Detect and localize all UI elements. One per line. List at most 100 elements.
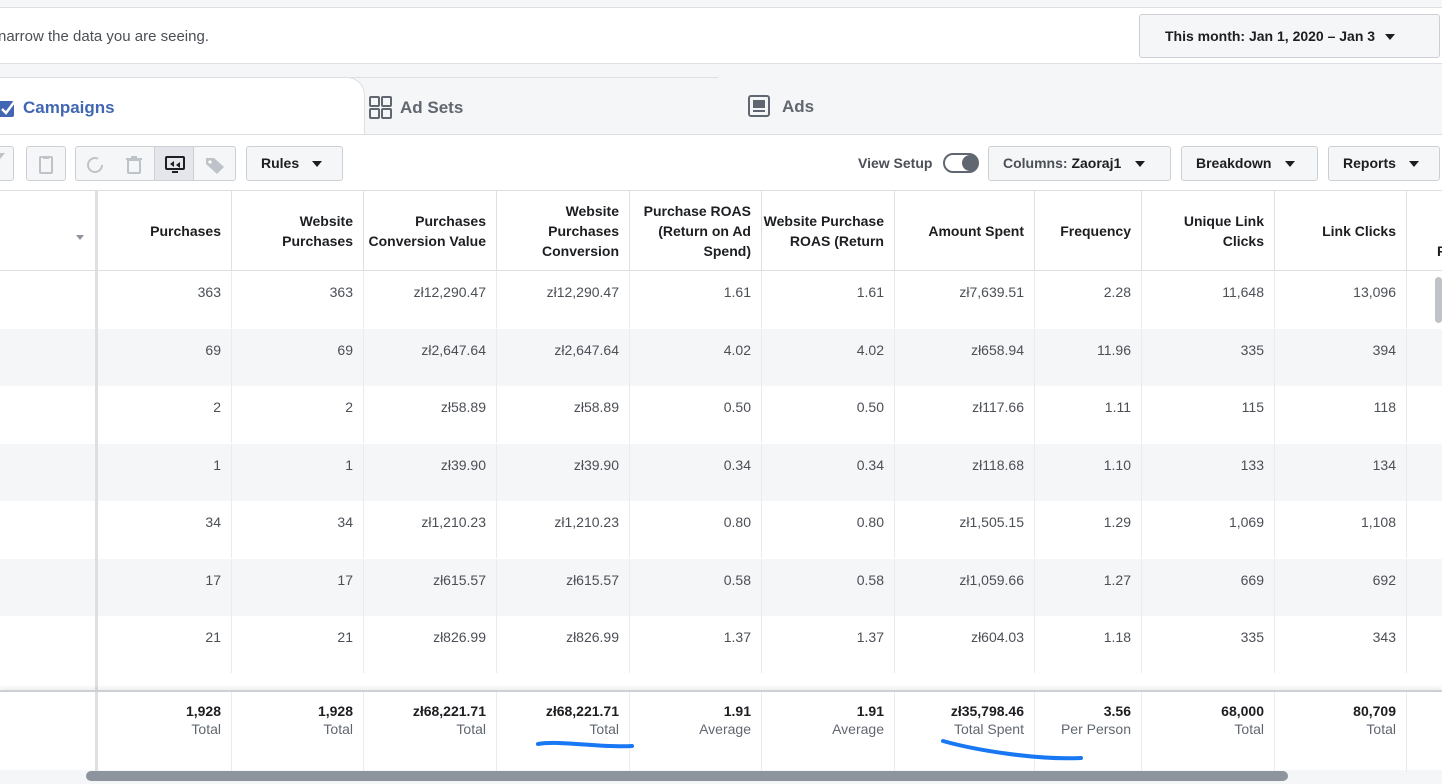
chevron-down-icon [1385,34,1396,41]
table-cell: zł12,290.47 [497,271,630,328]
total-label: Total [1366,721,1396,737]
table-cell: 1,108 [1275,501,1407,558]
table-cell: zł58.89 [364,386,497,443]
table-cell: 0.58 [630,558,762,616]
column-header[interactable]: Unique Link Clicks [1142,191,1275,271]
tab-campaigns[interactable]: Campaigns [0,77,365,135]
table-cell: zł1,210.23 [497,501,630,558]
dropdown-button[interactable] [0,146,14,181]
frozen-name-column [0,191,98,770]
total-value: zł68,221.71 [412,703,486,719]
column-header[interactable]: Amount Spent [895,191,1035,271]
table-row[interactable]: 17 17 zł615.57 zł615.57 0.58 0.58 zł1,059.66 1.… [0,558,1442,616]
chevron-down-icon [1408,161,1419,168]
breakdown-button[interactable]: Breakdown [1181,146,1318,181]
column-header[interactable]: Website Purchase ROAS (Return [762,191,895,271]
column-header[interactable]: Frequency [1035,191,1142,271]
table-row[interactable]: 2 2 zł58.89 zł58.89 0.50 0.50 zł117.66 1.11 115 1… [0,386,1442,443]
view-setup-toggle[interactable] [943,153,979,173]
table-row[interactable]: 34 34 zł1,210.23 zł1,210.23 0.80 0.80 zł1,505.… [0,501,1442,558]
trash-icon[interactable] [123,155,145,175]
table-cell: 1.10 [1035,443,1142,501]
total-value: 1.91 [856,703,884,719]
tab-adsets[interactable]: Ad Sets [350,77,742,135]
date-range-label: This month: Jan 1, 2020 – Jan 3 [1165,28,1376,44]
rules-label: Rules [261,155,300,171]
refresh-icon[interactable] [84,155,106,175]
total-label: Total [191,721,221,737]
table-cell: 69 [231,328,364,386]
table-cell: 0.34 [630,443,762,501]
table-cell: 343 [1275,616,1407,673]
table-cell: 1.18 [1035,616,1142,673]
total-label: Average [832,721,884,737]
total-value: 3.56 [1103,703,1131,719]
date-range-button[interactable]: This month: Jan 1, 2020 – Jan 3 [1139,14,1440,58]
toolbar: Rules View Setup Columns: Zaoraj1 Breakd… [0,134,1442,191]
table-cell: 118 [1275,386,1407,443]
total-label: Total [589,721,619,737]
table-row[interactable]: 69 69 zł2,647.64 zł2,647.64 4.02 4.02 zł658.94… [0,328,1442,386]
tag-icon[interactable] [204,155,226,175]
table-cell: 21 [231,616,364,673]
table-cell: 0.34 [762,443,895,501]
table-cell: 2.28 [1035,271,1142,328]
column-header[interactable]: Website Purchases Conversion [497,191,630,271]
sort-caret-icon[interactable] [76,229,84,247]
table-cell: zł58.89 [497,386,630,443]
table-cell: 1.61 [630,271,762,328]
action-button-group [75,146,236,181]
table-cell: 34 [231,501,364,558]
table-cell: 0.80 [762,501,895,558]
duplicate-button[interactable] [26,146,66,181]
total-cell: 1,928 Total [231,692,364,772]
rules-button[interactable]: Rules [246,146,343,181]
column-header[interactable]: Website Purchases [231,191,364,271]
table-cell: 0.80 [630,501,762,558]
columns-button[interactable]: Columns: Zaoraj1 [988,146,1171,181]
column-header[interactable]: Purchases [99,191,232,271]
table-cell: 0.58 [762,558,895,616]
table-row[interactable]: 363 363 zł12,290.47 zł12,290.47 1.61 1.61 zł7,… [0,271,1442,328]
table-row[interactable]: 21 21 zł826.99 zł826.99 1.37 1.37 zł604.03 1.18… [0,616,1442,673]
table-totals-row: 1,928 Total 1,928 Total zł68,221.71 Total zł68… [0,690,1442,772]
table-cell: 1.29 [1035,501,1142,558]
horizontal-scrollbar[interactable] [86,771,1288,781]
campaign-icon [0,100,16,117]
clipboard-icon [39,156,53,174]
total-label: Total [456,721,486,737]
table-cell: 1.37 [762,616,895,673]
table-cell: zł39.90 [497,443,630,501]
table-cell: 1.61 [762,271,895,328]
reports-button[interactable]: Reports [1328,146,1440,181]
table-cell: 133 [1142,443,1275,501]
table-cell: 4.02 [762,328,895,386]
chevron-down-icon [0,152,5,159]
ab-test-button[interactable] [154,147,194,180]
table-cell: zł826.99 [497,616,630,673]
total-value: 1.91 [723,703,751,719]
table-cell: 17 [231,558,364,616]
total-value: 1,928 [185,703,221,719]
table-cell: zł1,210.23 [364,501,497,558]
table-cell: 17 [99,558,232,616]
column-header[interactable]: Purchases Conversion Value [364,191,497,271]
table-cell: 363 [99,271,232,328]
vertical-scrollbar[interactable] [1435,277,1442,323]
table-row[interactable]: 1 1 zł39.90 zł39.90 0.34 0.34 zł118.68 1.10 133 1… [0,443,1442,501]
table-cell: 34 [99,501,232,558]
tab-campaigns-label: Campaigns [23,98,115,117]
tab-ads[interactable]: Ads [726,77,1122,135]
table-cell: zł615.57 [497,558,630,616]
column-header[interactable]: Purchase ROAS (Return on Ad Spend) [630,191,762,271]
filter-hint-text: narrow the data you are seeing. [0,28,209,45]
next-column-header: F [1406,191,1442,271]
table-cell: 1.37 [630,616,762,673]
total-cell: zł35,798.46 Total Spent [895,692,1035,772]
table-cell: 2 [231,386,364,443]
total-label: Total [323,721,353,737]
column-header[interactable]: Link Clicks [1275,191,1407,271]
table-cell: 13,096 [1275,271,1407,328]
